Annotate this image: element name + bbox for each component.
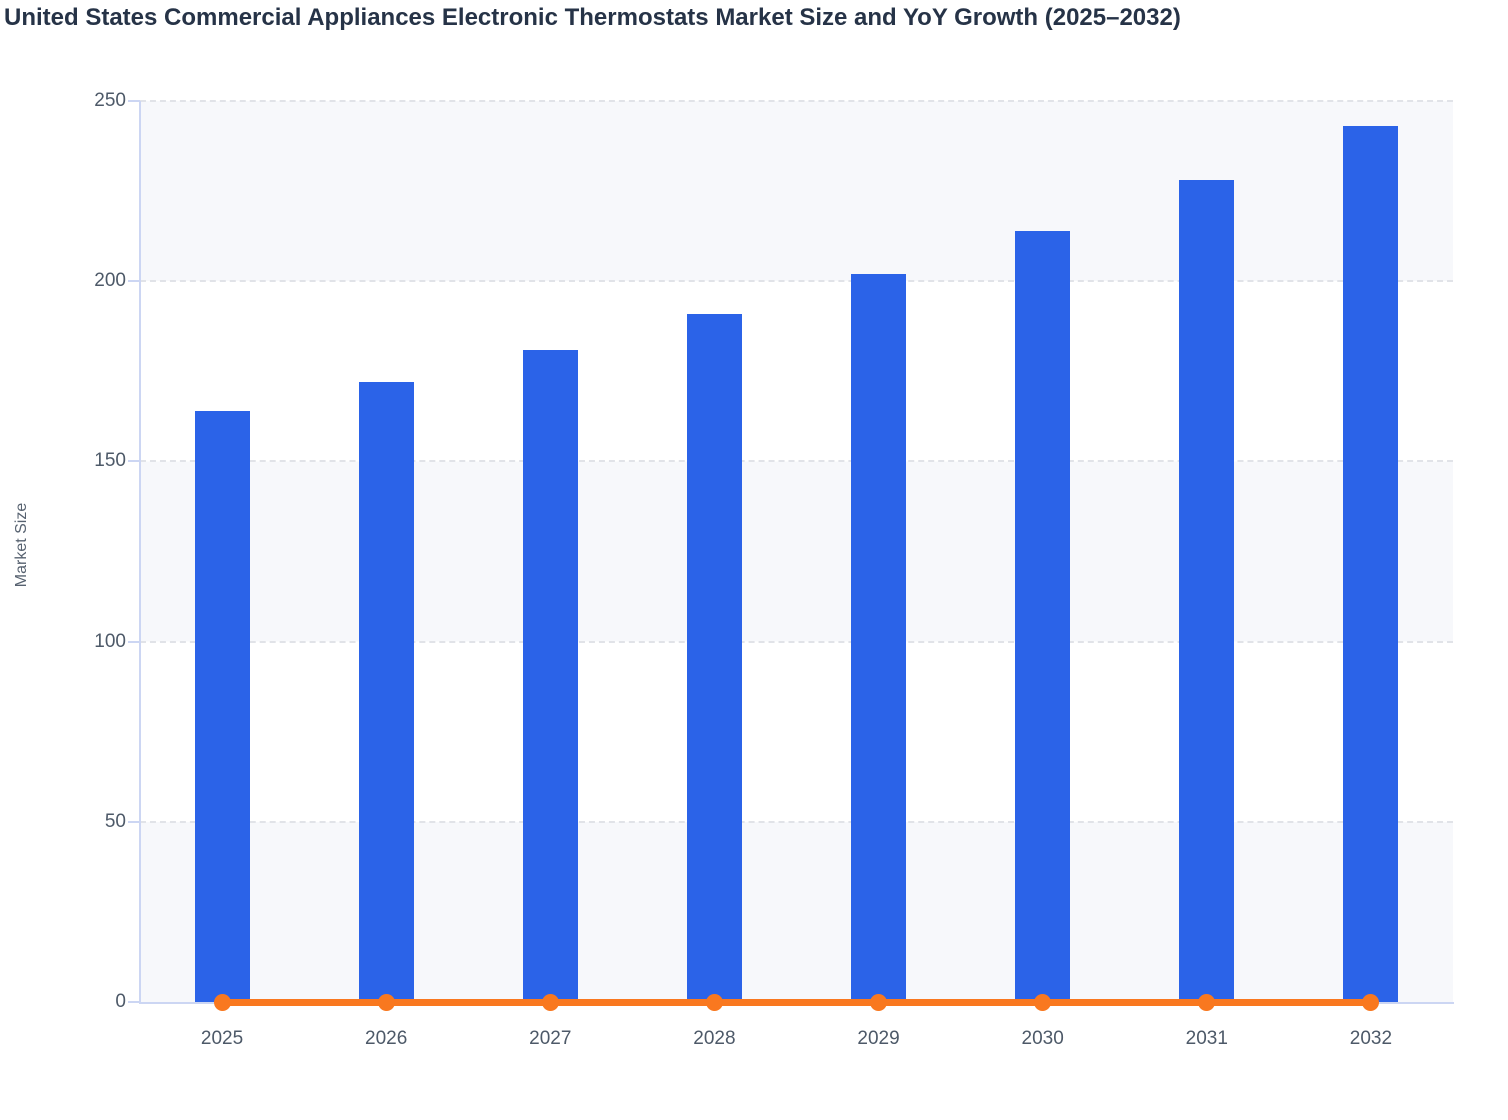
y-axis-label-50: 50 [104, 810, 126, 832]
yoy-growth-marker-2030[interactable] [1034, 993, 1052, 1011]
x-axis-label-2030: 2030 [1021, 1028, 1064, 1049]
gridline-200 [140, 280, 1453, 283]
yoy-growth-marker-2032[interactable] [1362, 993, 1380, 1011]
yoy-growth-marker-2029[interactable] [870, 993, 888, 1011]
bar-2026[interactable] [358, 382, 414, 1002]
yoy-growth-marker-2025[interactable] [213, 993, 231, 1011]
y-axis-tick-0 [128, 1001, 140, 1003]
gridline-150 [140, 460, 1453, 463]
y-axis-title: Market Size [13, 502, 30, 588]
y-axis-label-200: 200 [94, 270, 126, 292]
yoy-growth-marker-2028[interactable] [705, 993, 723, 1011]
plot-area [140, 100, 1453, 1011]
x-axis-label-2025: 2025 [200, 1028, 244, 1049]
x-axis-label-2032: 2032 [1349, 1028, 1393, 1049]
y-axis-label-250: 250 [94, 90, 126, 111]
bar-2031[interactable] [1179, 180, 1235, 1002]
bar-2029[interactable] [851, 274, 907, 1002]
y-axis-label-100: 100 [94, 630, 126, 652]
y-axis-line [139, 101, 141, 1004]
x-axis-label-2026: 2026 [365, 1028, 408, 1049]
bar-2028[interactable] [686, 313, 742, 1002]
yoy-growth-marker-2031[interactable] [1198, 993, 1216, 1011]
x-axis-label-2031: 2031 [1185, 1028, 1228, 1049]
bar-2032[interactable] [1343, 126, 1399, 1002]
x-axis-label-2029: 2029 [857, 1028, 900, 1049]
gridline-100 [140, 640, 1453, 643]
yoy-growth-line[interactable] [220, 998, 1373, 1006]
y-axis-tick-50 [128, 820, 140, 823]
bar-2025[interactable] [194, 410, 250, 1002]
y-axis-label-0: 0 [115, 991, 126, 1012]
y-axis-label-150: 150 [94, 450, 126, 472]
yoy-growth-marker-2027[interactable] [541, 993, 559, 1011]
y-axis-tick-100 [128, 640, 140, 643]
bar-2030[interactable] [1015, 230, 1071, 1002]
bar-2027[interactable] [522, 349, 578, 1002]
chart-title: United States Commercial Appliances Elec… [4, 4, 1181, 31]
y-axis-tick-250 [128, 100, 140, 102]
x-axis-label-2028: 2028 [693, 1028, 736, 1049]
y-axis-tick-200 [128, 280, 140, 283]
x-axis-label-2027: 2027 [529, 1028, 572, 1049]
gridline-50 [140, 820, 1453, 823]
gridline-250 [140, 100, 1453, 102]
yoy-growth-marker-2026[interactable] [377, 993, 395, 1011]
y-axis-tick-150 [128, 460, 140, 463]
